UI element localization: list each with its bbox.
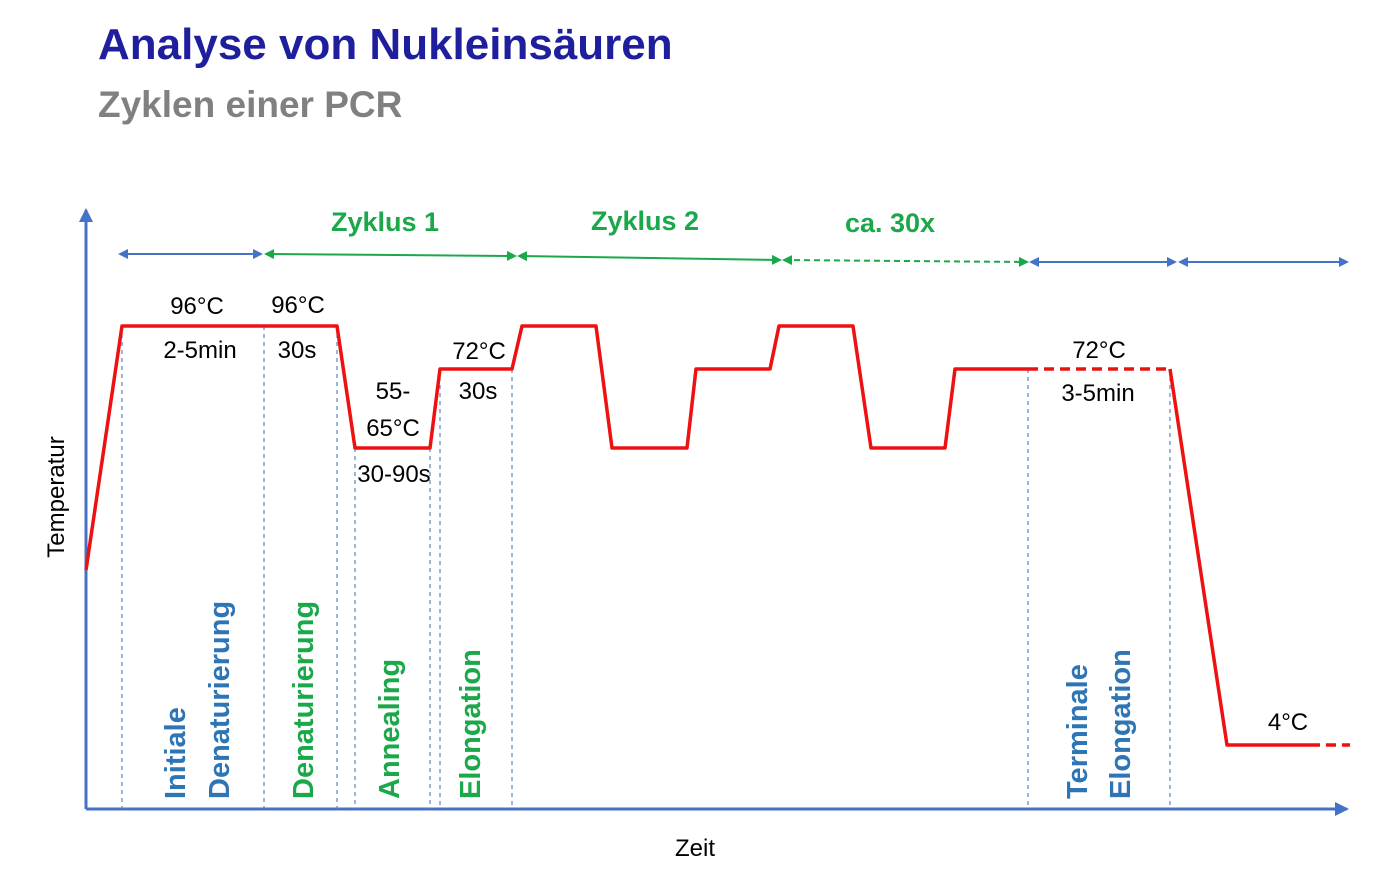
phase-terminal-line1: Terminale (1062, 664, 1094, 799)
anneal-time-label: 30-90s (357, 461, 430, 488)
denat-temp-label: 96°C (271, 292, 325, 319)
denat-time-label: 30s (278, 337, 317, 364)
elong-temp-label: 72°C (452, 338, 506, 365)
hold-temp-label: 4°C (1268, 709, 1308, 736)
y-axis-label: Temperatur (43, 436, 70, 557)
initial-temp-label: 96°C (170, 293, 224, 320)
terminal-temp-label: 72°C (1072, 337, 1126, 364)
phase-annealing: Annealing (374, 659, 406, 799)
phase-denaturation: Denaturierung (288, 601, 320, 799)
page-title: Analyse von Nukleinsäuren (98, 20, 673, 69)
terminal-time-label: 3-5min (1061, 380, 1134, 407)
cooldown-curve (1168, 368, 1310, 747)
phase-initial-line1: Initiale (160, 707, 192, 799)
anneal-temp-label-1: 55- (376, 378, 411, 405)
elong-time-label: 30s (459, 378, 498, 405)
range-arrow-cycle2 (517, 251, 782, 265)
range-arrow-repeat (782, 255, 1029, 267)
anneal-temp-label-2: 65°C (366, 415, 420, 442)
range-arrow-cycle1 (264, 249, 517, 261)
phase-separators (121, 326, 1171, 809)
phase-elongation: Elongation (455, 649, 487, 799)
temperature-curve (84, 324, 1028, 571)
cycle2-label: Zyklus 2 (591, 206, 699, 236)
page-subtitle: Zyklen einer PCR (98, 84, 403, 125)
repeat-label: ca. 30x (845, 208, 935, 238)
phase-initial-line2: Denaturierung (204, 601, 236, 799)
initial-time-label: 2-5min (163, 337, 236, 364)
cycle1-label: Zyklus 1 (331, 207, 439, 237)
x-axis-label: Zeit (675, 835, 715, 862)
phase-terminal-line2: Elongation (1105, 649, 1137, 799)
